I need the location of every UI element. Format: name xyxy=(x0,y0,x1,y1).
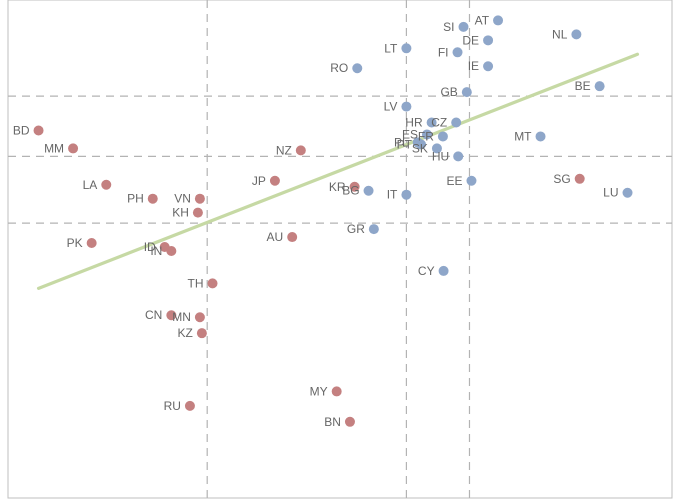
label-ru: RU xyxy=(164,399,181,413)
label-es: ES xyxy=(402,127,418,141)
label-nz: NZ xyxy=(276,143,292,157)
point-ie xyxy=(483,61,494,72)
point-cy xyxy=(438,265,449,276)
label-hu: HU xyxy=(432,149,449,163)
label-ie: IE xyxy=(468,59,479,73)
point-mn xyxy=(194,312,205,323)
label-bn: BN xyxy=(324,415,341,429)
point-be xyxy=(594,81,605,92)
label-mn: MN xyxy=(172,310,191,324)
label-sk: SK xyxy=(412,141,428,155)
point-si xyxy=(458,21,469,32)
point-lt xyxy=(401,43,412,54)
point-la xyxy=(101,179,112,190)
point-hu xyxy=(453,151,464,162)
label-kh: KH xyxy=(172,206,189,220)
label-in: IN xyxy=(150,244,162,258)
point-vn xyxy=(194,193,205,204)
point-pk xyxy=(86,238,97,249)
point-bn xyxy=(344,416,355,427)
label-kr: KR xyxy=(329,180,346,194)
point-ru xyxy=(184,400,195,411)
label-be: BE xyxy=(575,79,591,93)
point-ee xyxy=(466,175,477,186)
label-ph: PH xyxy=(127,192,144,206)
point-kz xyxy=(196,328,207,339)
label-pl: PL xyxy=(394,135,409,149)
label-lv: LV xyxy=(384,100,398,114)
label-cn: CN xyxy=(145,308,162,322)
label-cz: CZ xyxy=(431,116,447,130)
point-au xyxy=(287,232,298,243)
point-jp xyxy=(269,175,280,186)
point-nl xyxy=(571,29,582,40)
data-points xyxy=(33,15,633,427)
label-gb: GB xyxy=(440,85,457,99)
label-ee: EE xyxy=(446,174,462,188)
point-th xyxy=(207,278,218,289)
label-jp: JP xyxy=(252,174,266,188)
label-mt: MT xyxy=(514,129,532,143)
label-de: DE xyxy=(462,33,479,47)
label-lu: LU xyxy=(603,186,618,200)
point-cn xyxy=(166,310,177,321)
point-cz xyxy=(451,117,462,128)
label-it: IT xyxy=(387,188,398,202)
trendline xyxy=(36,52,640,290)
label-si: SI xyxy=(443,20,454,34)
trendline-group xyxy=(36,52,640,290)
point-ro xyxy=(352,63,363,74)
point-pt xyxy=(416,139,427,150)
label-pt: PT xyxy=(397,137,413,151)
point-bd xyxy=(33,125,44,136)
label-la: LA xyxy=(83,178,98,192)
point-lu xyxy=(622,187,633,198)
label-mm: MM xyxy=(44,141,64,155)
label-au: AU xyxy=(267,230,284,244)
point-fi xyxy=(452,47,463,58)
point-mm xyxy=(68,143,79,154)
point-bg xyxy=(363,185,374,196)
label-lt: LT xyxy=(384,41,398,55)
label-at: AT xyxy=(475,13,490,27)
point-in xyxy=(166,245,177,256)
label-fi: FI xyxy=(438,45,449,59)
point-nz xyxy=(295,145,306,156)
label-th: TH xyxy=(188,276,204,290)
point-gr xyxy=(368,224,379,235)
reference-lines xyxy=(8,0,672,498)
point-sg xyxy=(574,173,585,184)
label-pk: PK xyxy=(67,236,83,250)
label-bg: BG xyxy=(342,184,359,198)
label-id: ID xyxy=(144,240,156,254)
point-fr xyxy=(437,131,448,142)
point-lv xyxy=(401,101,412,112)
point-es xyxy=(421,129,432,140)
point-kh xyxy=(192,207,203,218)
point-it xyxy=(401,189,412,200)
label-fr: FR xyxy=(418,129,434,143)
label-kz: KZ xyxy=(178,326,193,340)
point-at xyxy=(493,15,504,26)
label-sg: SG xyxy=(553,172,570,186)
label-ro: RO xyxy=(330,61,348,75)
point-my xyxy=(331,386,342,397)
label-cy: CY xyxy=(418,264,435,278)
label-gr: GR xyxy=(347,222,365,236)
label-vn: VN xyxy=(174,192,191,206)
label-nl: NL xyxy=(552,27,568,41)
point-gb xyxy=(461,87,472,98)
label-my: MY xyxy=(310,384,328,398)
point-ph xyxy=(147,193,158,204)
point-de xyxy=(483,35,494,46)
label-bd: BD xyxy=(13,123,30,137)
point-sk xyxy=(431,143,442,154)
point-kr xyxy=(349,181,360,192)
point-mt xyxy=(535,131,546,142)
point-hr xyxy=(426,117,437,128)
label-hr: HR xyxy=(405,116,423,130)
